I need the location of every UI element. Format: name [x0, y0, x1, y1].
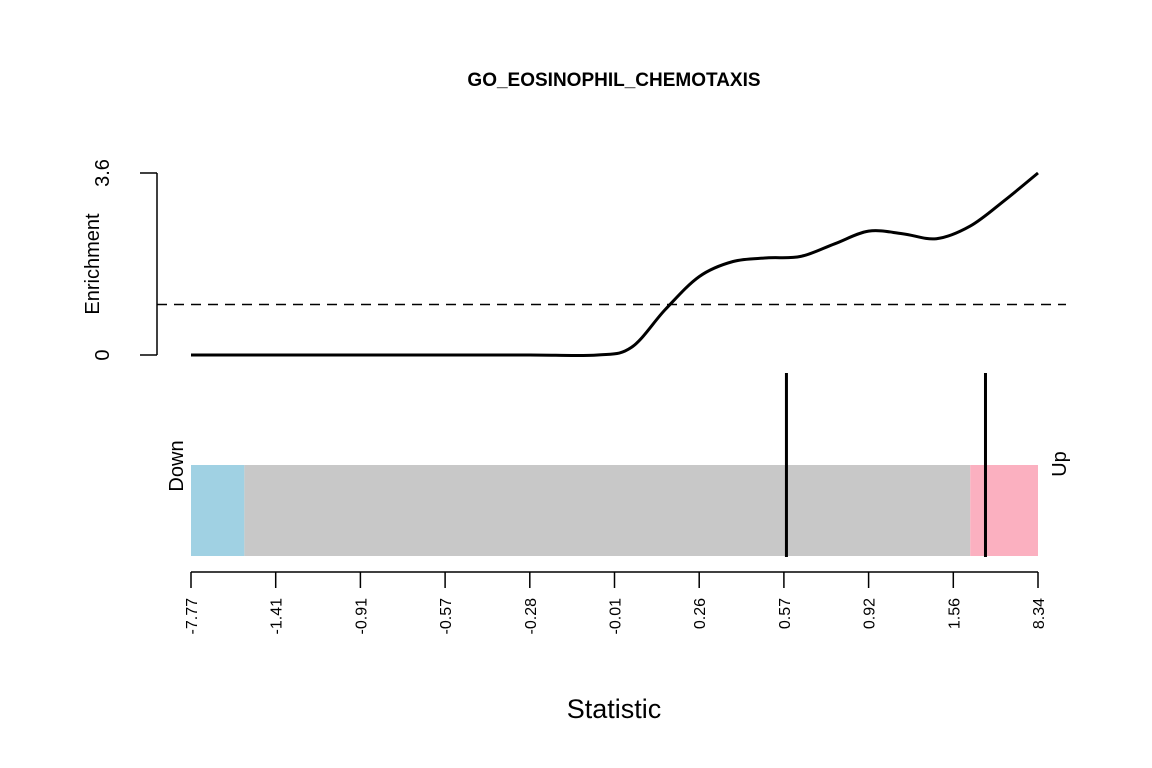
y-tick-label-max: 3.6	[92, 159, 114, 187]
x-tick-label: 8.34	[1031, 598, 1048, 629]
x-axis-label: Statistic	[567, 694, 662, 724]
enrichment-curve	[191, 171, 1039, 358]
barcode-strip	[191, 465, 1038, 556]
gene-markers	[784, 373, 987, 557]
x-tick-label: -1.41	[269, 598, 286, 635]
up-label: Up	[1049, 451, 1071, 477]
y-tick-label-min: 0	[92, 349, 114, 360]
y-axis: 3.6 0 Enrichment	[82, 159, 158, 361]
x-tick-label: -0.91	[353, 598, 370, 635]
x-tick-label: 0.92	[862, 598, 879, 629]
down-label: Down	[166, 440, 188, 491]
x-tick-label: 1.56	[946, 598, 963, 629]
x-tick-label: -0.01	[608, 598, 625, 635]
down-region	[191, 465, 245, 556]
neutral-region	[244, 465, 971, 556]
x-tick-label: 0.26	[692, 598, 709, 629]
x-tick-label: -0.57	[438, 598, 455, 635]
x-axis: -7.77 -1.41 -0.91 -0.57 -0.28 -0.01 0.26 0.57 0.…	[184, 571, 1048, 635]
x-tick-label: 0.57	[777, 598, 794, 629]
chart-title: GO_EOSINOPHIL_CHEMOTAXIS	[467, 70, 760, 91]
up-region	[970, 465, 1038, 556]
x-tick-label: -0.28	[523, 598, 540, 635]
x-tick-label: -7.77	[184, 598, 201, 635]
y-axis-label: Enrichment	[82, 213, 104, 315]
